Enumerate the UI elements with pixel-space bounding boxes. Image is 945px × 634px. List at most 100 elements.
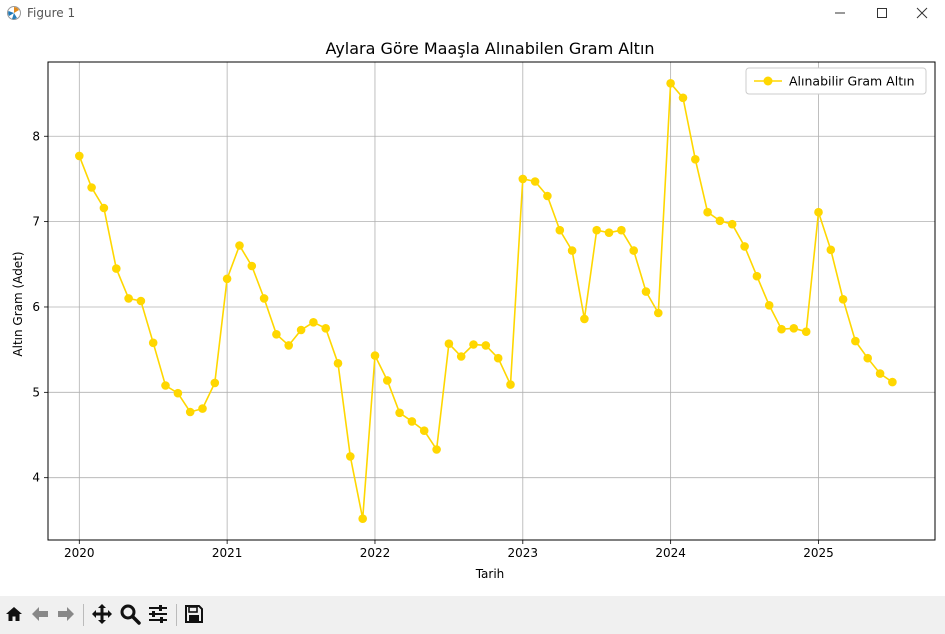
data-point (235, 241, 244, 250)
axes (44, 61, 936, 544)
data-point (580, 314, 589, 324)
data-point (456, 352, 466, 361)
data-point (87, 183, 96, 192)
data-point (814, 207, 823, 217)
data-point (358, 514, 368, 523)
data-point (617, 225, 626, 235)
data-point (567, 246, 577, 255)
pan-button[interactable] (90, 602, 114, 626)
data-point (740, 242, 749, 251)
home-button[interactable] (2, 602, 26, 626)
close-icon (916, 7, 928, 19)
data-point (407, 417, 417, 426)
data-point (777, 324, 786, 334)
home-icon (6, 607, 22, 621)
series-layer (75, 79, 897, 523)
line-chart: 2020 2021 2022 2023 2024 2025 4 5 6 7 8 Aylara Gör… (11, 39, 936, 581)
y-tick-label: 7 (32, 215, 40, 229)
minimize-button[interactable] (817, 0, 863, 26)
data-point (198, 404, 207, 413)
toolbar-separator (176, 604, 177, 626)
data-point (370, 351, 380, 360)
window-title: Figure 1 (27, 6, 76, 20)
data-point (284, 341, 294, 350)
data-point (259, 294, 269, 303)
data-point (789, 324, 799, 333)
data-point (296, 325, 306, 335)
data-point (727, 219, 737, 229)
data-point (419, 426, 429, 436)
x-tick-label: 2024 (655, 546, 686, 560)
data-point (346, 452, 355, 461)
data-point (124, 294, 133, 303)
data-point (99, 203, 109, 213)
data-point (592, 225, 601, 235)
x-tick-label: 2023 (508, 546, 539, 560)
series-line (78, 81, 893, 519)
data-point (161, 381, 170, 390)
save-floppy-icon (185, 605, 203, 623)
data-point (838, 295, 848, 304)
zoom-magnifier-icon (120, 604, 141, 625)
data-point (604, 228, 614, 237)
legend-marker-swatch (763, 76, 773, 86)
x-axis-label: Tarih (475, 567, 505, 581)
data-point (493, 353, 503, 363)
close-button[interactable] (899, 0, 945, 26)
data-point (309, 318, 318, 327)
y-axis-label: Altın Gram (Adet) (11, 251, 25, 356)
configure-subplots-icon (149, 605, 167, 623)
plot-frame (47, 61, 936, 541)
data-point (395, 408, 404, 418)
back-arrow-icon (32, 607, 48, 621)
data-point (826, 245, 836, 255)
data-point (222, 274, 232, 284)
navigation-toolbar (0, 596, 945, 634)
data-point (136, 296, 146, 306)
data-point (333, 359, 343, 368)
forward-button[interactable] (54, 602, 78, 626)
data-point (518, 174, 528, 184)
y-tick-label: 5 (32, 385, 40, 399)
data-point (530, 177, 540, 186)
save-button[interactable] (182, 602, 206, 626)
data-point (210, 378, 220, 388)
data-point (666, 79, 675, 88)
toolbar-separator (83, 604, 84, 626)
data-point (272, 330, 281, 339)
data-point (383, 376, 392, 385)
data-point (112, 264, 121, 273)
chart-title: Aylara Göre Maaşla Alınabilen Gram Altın (325, 39, 654, 58)
data-point (629, 246, 638, 255)
figure-canvas: 2020 2021 2022 2023 2024 2025 4 5 6 7 8 Aylara Gör… (0, 26, 945, 596)
minimize-icon (835, 12, 845, 14)
data-point (506, 380, 515, 389)
tick-labels: 2020 2021 2022 2023 2024 2025 4 5 6 7 8 (32, 129, 833, 560)
data-point (148, 338, 158, 348)
x-tick-label: 2022 (360, 546, 391, 560)
data-point (863, 353, 872, 363)
x-tick-label: 2021 (212, 546, 243, 560)
legend-box (745, 67, 927, 95)
x-tick-label: 2025 (803, 546, 834, 560)
y-tick-label: 8 (32, 129, 40, 143)
forward-arrow-icon (58, 607, 74, 621)
pan-move-icon (92, 604, 112, 624)
data-point (173, 388, 183, 398)
legend: Alınabilir Gram Altın (745, 67, 927, 95)
data-point (678, 93, 688, 103)
data-point (703, 207, 712, 217)
configure-subplots-button[interactable] (146, 602, 170, 626)
data-point (801, 327, 811, 337)
data-point (654, 308, 663, 318)
data-point (247, 261, 257, 271)
back-button[interactable] (28, 602, 52, 626)
data-point (752, 271, 762, 281)
data-point (543, 191, 552, 201)
maximize-icon (877, 8, 887, 18)
zoom-button[interactable] (118, 602, 142, 626)
data-point (691, 155, 700, 164)
data-point (715, 216, 725, 226)
maximize-button[interactable] (859, 0, 905, 26)
data-point (444, 339, 454, 349)
